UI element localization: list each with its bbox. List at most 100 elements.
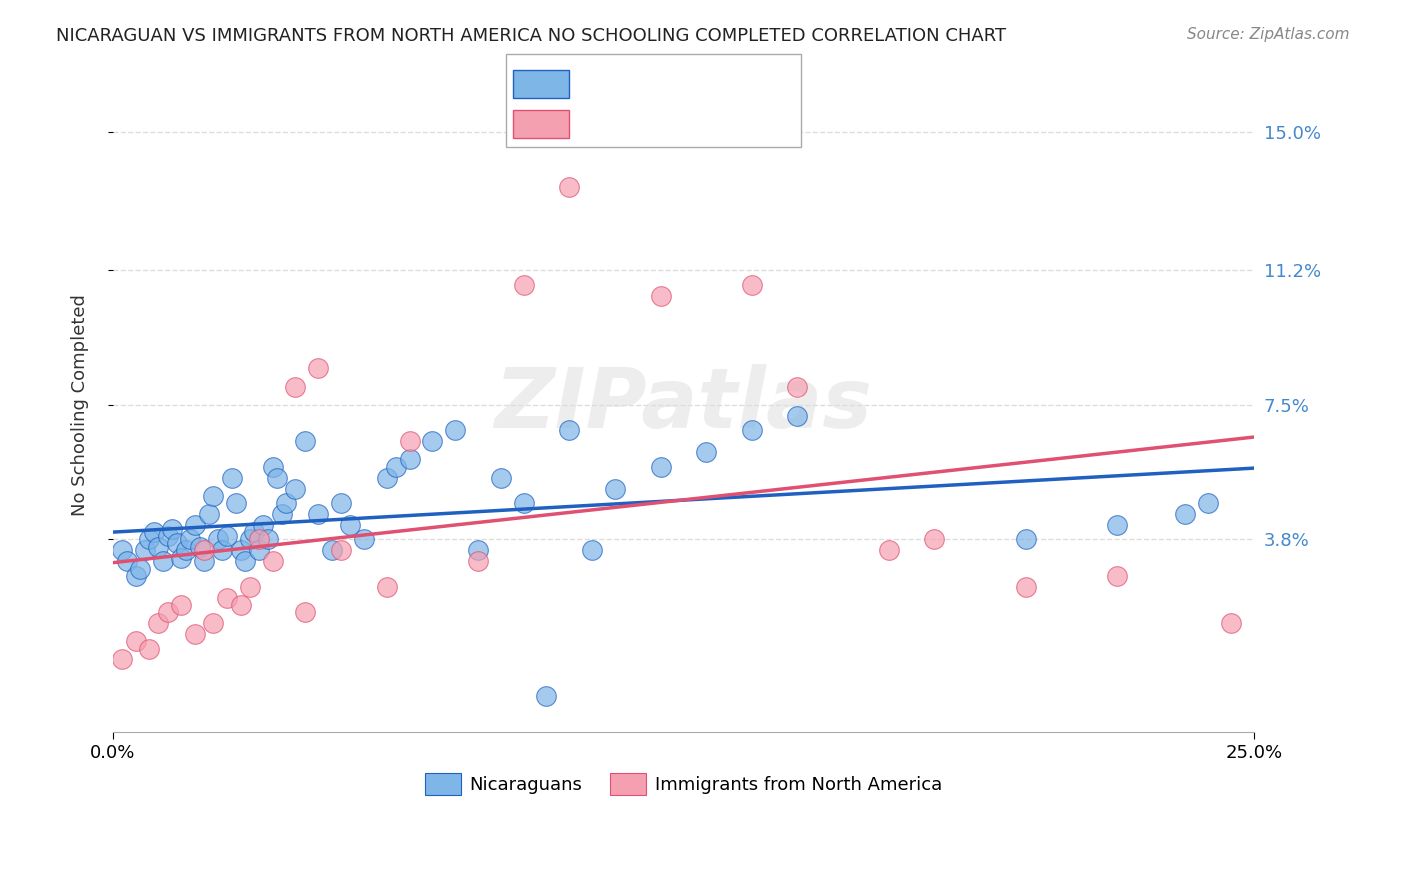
Point: [330, 496, 353, 510]
Text: Source: ZipAtlas.com: Source: ZipAtlas.com: [1187, 27, 1350, 42]
Point: [111, 652, 134, 666]
Point: [156, 529, 179, 543]
Point: [193, 554, 215, 568]
Point: [353, 533, 375, 547]
Point: [202, 489, 225, 503]
Point: [650, 459, 672, 474]
Point: [207, 533, 229, 547]
Text: ZIPatlas: ZIPatlas: [495, 364, 872, 445]
Point: [877, 543, 900, 558]
Point: [512, 277, 534, 292]
Point: [188, 540, 211, 554]
Point: [247, 543, 270, 558]
Point: [339, 517, 361, 532]
Point: [1014, 533, 1036, 547]
Point: [321, 543, 343, 558]
Point: [134, 543, 156, 558]
Point: [148, 540, 170, 554]
Point: [115, 554, 138, 568]
Point: [512, 496, 534, 510]
Point: [193, 543, 215, 558]
Point: [385, 459, 408, 474]
Point: [142, 525, 165, 540]
Point: [211, 543, 233, 558]
Point: [229, 543, 252, 558]
Text: NICARAGUAN VS IMMIGRANTS FROM NORTH AMERICA NO SCHOOLING COMPLETED CORRELATION C: NICARAGUAN VS IMMIGRANTS FROM NORTH AMER…: [56, 27, 1007, 45]
Point: [266, 470, 288, 484]
Point: [170, 550, 193, 565]
Point: [307, 361, 329, 376]
Point: [375, 470, 398, 484]
Point: [184, 627, 207, 641]
Legend: Nicaraguans, Immigrants from North America: Nicaraguans, Immigrants from North Ameri…: [418, 765, 949, 802]
Point: [152, 554, 174, 568]
Point: [581, 543, 603, 558]
Point: [138, 641, 160, 656]
Point: [695, 445, 717, 459]
Point: [156, 605, 179, 619]
Point: [270, 507, 292, 521]
Point: [124, 634, 146, 648]
Point: [1105, 517, 1128, 532]
Point: [398, 434, 420, 449]
Point: [1105, 569, 1128, 583]
Point: [420, 434, 443, 449]
Point: [1014, 580, 1036, 594]
Point: [444, 423, 467, 437]
Point: [294, 434, 316, 449]
Point: [179, 533, 201, 547]
Point: [221, 470, 243, 484]
Y-axis label: No Schooling Completed: No Schooling Completed: [72, 293, 89, 516]
Point: [603, 482, 626, 496]
Point: [229, 598, 252, 612]
Point: [467, 543, 489, 558]
Point: [330, 543, 353, 558]
Point: [375, 580, 398, 594]
Point: [786, 379, 808, 393]
Point: [124, 569, 146, 583]
Point: [536, 689, 558, 703]
Point: [252, 517, 274, 532]
Point: [243, 525, 266, 540]
Point: [467, 554, 489, 568]
Point: [284, 379, 307, 393]
Point: [489, 470, 512, 484]
Text: R = 0.073   N = 63: R = 0.073 N = 63: [583, 76, 768, 94]
Point: [197, 507, 219, 521]
Point: [184, 517, 207, 532]
Point: [247, 533, 270, 547]
Point: [233, 554, 256, 568]
Point: [294, 605, 316, 619]
Point: [174, 543, 197, 558]
Text: R = 0.414   N = 31: R = 0.414 N = 31: [583, 116, 768, 134]
Point: [276, 496, 298, 510]
Point: [307, 507, 329, 521]
Point: [257, 533, 280, 547]
Point: [1220, 616, 1243, 631]
Point: [202, 616, 225, 631]
Point: [166, 536, 188, 550]
Point: [741, 277, 763, 292]
Point: [741, 423, 763, 437]
Point: [239, 533, 262, 547]
Point: [160, 522, 183, 536]
Point: [262, 459, 284, 474]
Point: [262, 554, 284, 568]
Point: [786, 409, 808, 423]
Point: [558, 179, 581, 194]
Point: [239, 580, 262, 594]
Point: [225, 496, 247, 510]
Point: [398, 452, 420, 467]
Point: [111, 543, 134, 558]
Point: [1197, 496, 1219, 510]
Point: [148, 616, 170, 631]
Point: [558, 423, 581, 437]
Point: [1174, 507, 1197, 521]
Point: [170, 598, 193, 612]
Point: [215, 529, 238, 543]
Point: [650, 289, 672, 303]
Point: [215, 591, 238, 605]
Point: [138, 533, 160, 547]
Point: [129, 561, 152, 575]
Point: [284, 482, 307, 496]
